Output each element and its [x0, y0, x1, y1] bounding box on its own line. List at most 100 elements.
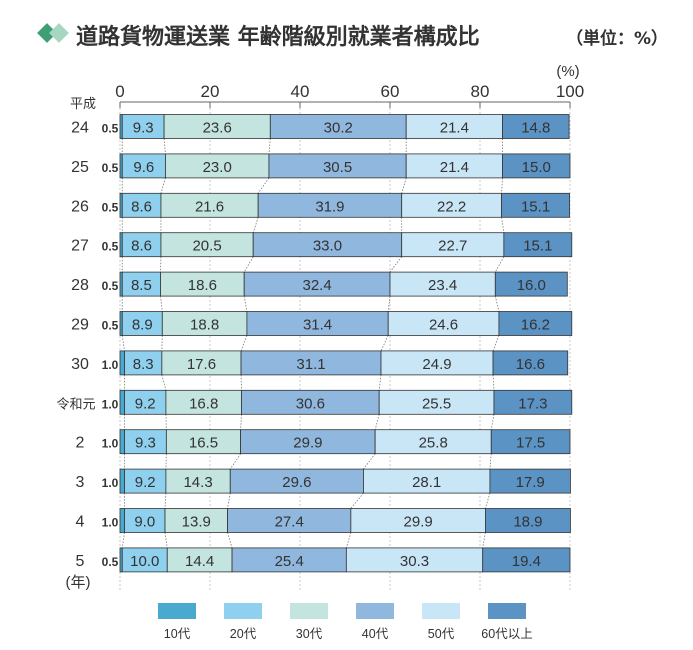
bar-segment [241, 389, 380, 415]
data-label: 16.8 [189, 395, 218, 412]
connector-line [494, 296, 500, 312]
bar-segment [119, 508, 125, 533]
y-category-label: 2 [76, 435, 85, 452]
legend-swatch [356, 603, 394, 619]
bar-segment [246, 311, 389, 336]
data-label: 1.0 [102, 476, 119, 490]
legend-swatch [224, 603, 262, 619]
connector-line [501, 217, 505, 233]
bar-segment [252, 232, 403, 258]
bar-segment [124, 350, 163, 376]
connector-line [257, 177, 270, 194]
gridlines [119, 108, 571, 592]
connector-line [494, 256, 505, 273]
bar-segment [164, 508, 228, 533]
data-label: 25.4 [275, 553, 304, 570]
bars: 9.3 23.6 30.2 21.4 14.8 0.5 9.6 23.0 30.5 21.4 15.… [102, 114, 573, 573]
bar-segment [119, 429, 125, 455]
bar-segment [243, 271, 391, 297]
connector-line [485, 492, 491, 509]
connector-line [387, 296, 391, 312]
data-label: 0.5 [102, 161, 119, 175]
connector-line [240, 414, 242, 430]
y-category-label: 30 [71, 356, 89, 373]
bar-segment [484, 508, 571, 533]
data-label: 0.5 [102, 240, 119, 254]
connector-line [492, 335, 500, 352]
bar-segment [502, 153, 571, 179]
data-label: 9.3 [135, 435, 156, 452]
x-tick-label: 80 [471, 82, 490, 101]
bar-segment [503, 232, 573, 258]
data-label: 0.5 [102, 319, 119, 333]
connector-line [243, 256, 254, 273]
bar-segment [490, 429, 571, 455]
data-label: 0.5 [102, 555, 119, 569]
data-label: 17.6 [187, 356, 216, 373]
bar-segment [124, 508, 166, 533]
bar-segment [387, 311, 500, 336]
connector-line [227, 532, 233, 549]
bar-segment [240, 350, 382, 376]
legend-label: 20代 [230, 627, 257, 641]
data-label: 15.1 [521, 198, 550, 215]
bar-segment [389, 271, 496, 297]
legend-label: 50代 [428, 627, 455, 641]
bar-segment [121, 114, 165, 139]
data-label: 30.6 [296, 395, 325, 412]
data-label: 9.2 [135, 474, 156, 491]
data-label: 1.0 [102, 358, 119, 372]
data-label: 8.5 [131, 277, 152, 294]
connector-line [380, 335, 389, 352]
x-tick-label: 20 [201, 82, 220, 101]
connector-line [501, 177, 503, 194]
bar-segment [227, 508, 352, 533]
x-tick-label: 100 [556, 82, 584, 101]
data-label: 15.1 [523, 238, 552, 255]
data-label: 23.6 [203, 120, 232, 137]
data-label: 16.6 [516, 356, 545, 373]
data-label: 18.9 [513, 514, 542, 531]
bar-segment [165, 153, 270, 179]
data-label: 0.5 [102, 122, 119, 136]
bar-segment [494, 271, 568, 297]
y-category-label: 4 [76, 514, 85, 531]
bar-segment [121, 311, 163, 336]
bar-segment [229, 468, 364, 494]
x-unit-label: (%) [556, 63, 579, 80]
data-label: 9.3 [133, 120, 154, 137]
data-label: 14.4 [185, 553, 214, 570]
bar-segment [121, 271, 161, 297]
chart-title: 道路貨物運送業 年齢階級別就業者構成比 [76, 24, 480, 50]
connector-line [490, 414, 495, 430]
bar-segment [163, 114, 271, 139]
bar-segment [124, 429, 167, 455]
connector-line [492, 374, 495, 391]
data-label: 17.5 [516, 435, 545, 452]
connector-line [252, 217, 259, 233]
bar-segment [489, 468, 571, 494]
data-label: 20.5 [192, 238, 221, 255]
bar-segment [345, 547, 484, 573]
data-label: 29.6 [282, 474, 311, 491]
data-label: 14.3 [183, 474, 212, 491]
data-label: 24.6 [429, 317, 458, 334]
data-label: 9.0 [134, 514, 155, 531]
legend-label: 10代 [164, 627, 191, 641]
data-label: 21.6 [195, 198, 224, 215]
y-category-label: 25 [71, 159, 89, 176]
connector-line [227, 493, 231, 509]
title-diamond-icon [37, 23, 69, 43]
data-label: 31.4 [303, 317, 332, 334]
x-axis-ticks: 0 20 40 60 80 100 [115, 82, 584, 108]
data-label: 31.1 [296, 356, 325, 373]
data-label: 8.9 [132, 317, 153, 334]
bar-segment [380, 350, 494, 376]
bar-segment [268, 153, 407, 179]
connector-line [350, 492, 364, 509]
legend-swatch [488, 603, 526, 619]
y-category-label: 令和元 [56, 396, 95, 411]
legend-label: 30代 [296, 627, 323, 641]
data-label: 23.4 [428, 277, 457, 294]
data-label: 22.7 [438, 238, 467, 255]
